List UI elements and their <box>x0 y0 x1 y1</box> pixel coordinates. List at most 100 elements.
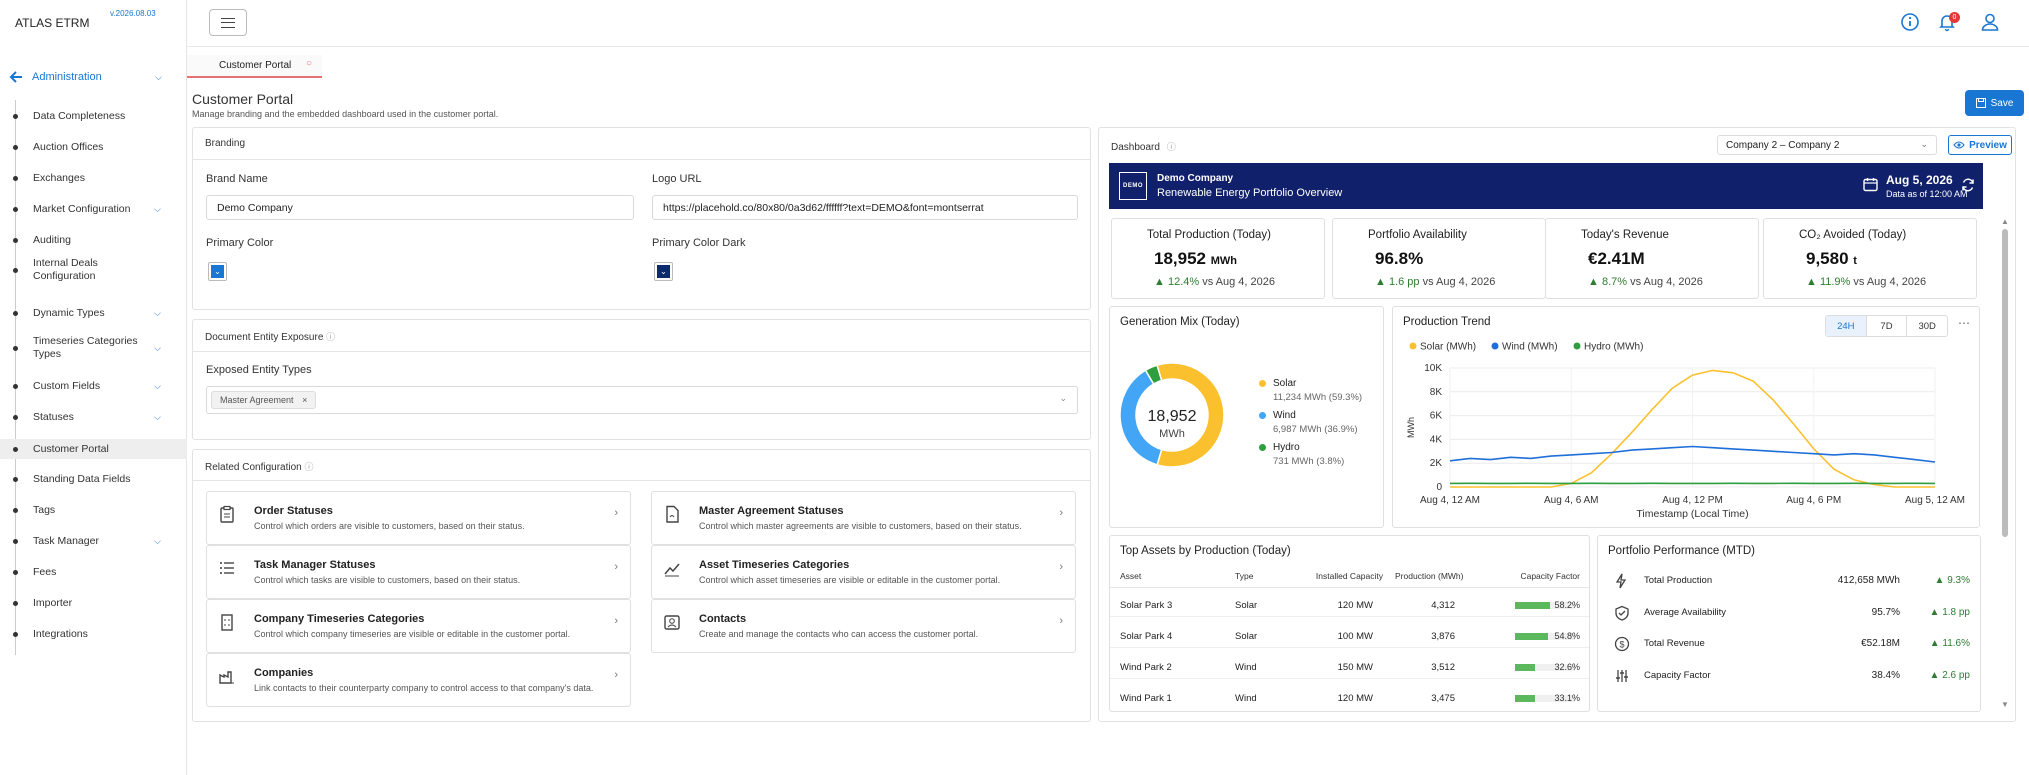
save-label: Save <box>1990 97 2014 109</box>
range-24h[interactable]: 24H <box>1826 316 1867 336</box>
save-button[interactable]: Save <box>1965 90 2024 116</box>
divider <box>193 159 1090 160</box>
related-link-company-timeseries-categories[interactable]: Company Timeseries Categories Control whi… <box>206 599 631 653</box>
primary-color-picker[interactable]: ⌄ <box>208 262 227 281</box>
info-icon[interactable]: ⓘ <box>304 462 314 472</box>
legend-detail: 6,987 MWh (36.9%) <box>1273 424 1358 435</box>
sidebar-item-customer-portal[interactable]: Customer Portal <box>0 439 187 459</box>
sidebar-item-exchanges[interactable]: Exchanges <box>0 168 187 188</box>
factory-icon <box>219 671 234 684</box>
remove-chip-icon[interactable]: × <box>302 395 308 405</box>
company-select[interactable]: Company 2 – Company 2 ⌄ <box>1717 135 1937 155</box>
sidebar-item-timeseries-categories-types[interactable]: Timeseries Categories Types ⌵ <box>0 332 187 364</box>
menu-toggle-button[interactable] <box>209 9 247 36</box>
sidebar-item-market-configuration[interactable]: Market Configuration ⌵ <box>0 199 187 219</box>
related-link-title: Asset Timeseries Categories <box>699 559 850 571</box>
preview-button[interactable]: Preview <box>1948 135 2012 155</box>
app-name: ATLAS ETRM <box>15 16 90 30</box>
clipboard-icon <box>220 505 234 523</box>
tab-customer-portal[interactable]: Customer Portal ○ <box>187 55 322 78</box>
close-tab-icon[interactable]: ○ <box>305 58 312 69</box>
info-icon[interactable]: ⓘ <box>1166 142 1176 152</box>
scroll-up-icon[interactable]: ▲ <box>2001 217 2009 226</box>
related-link-companies[interactable]: Companies Link contacts to their counterp… <box>206 653 631 707</box>
performance-change: ▲ 11.6% <box>1920 638 1970 649</box>
performance-change-value: 9.3% <box>1947 575 1970 586</box>
table-cell-cf: 54.8% <box>1554 631 1580 641</box>
sidebar-item-integrations[interactable]: Integrations <box>0 624 187 644</box>
performance-label: Total Revenue <box>1644 638 1705 649</box>
sidebar-section-administration[interactable]: Administration ⌵ <box>0 64 187 90</box>
related-link-contacts[interactable]: Contacts Create and manage the contacts w… <box>651 599 1076 653</box>
table-cell-type: Solar <box>1235 600 1258 611</box>
chevron-right-icon: › <box>1059 561 1063 573</box>
production-trend-title: Production Trend <box>1403 316 1491 328</box>
generation-mix-donut <box>1119 362 1225 468</box>
sidebar-item-standing-data-fields[interactable]: Standing Data Fields <box>0 469 187 489</box>
divider <box>1110 616 1589 617</box>
performance-label: Capacity Factor <box>1644 669 1711 681</box>
logo-url-input[interactable]: https://placehold.co/80x80/0a3d62/ffffff… <box>652 195 1078 220</box>
legend-dot <box>1259 444 1266 451</box>
x-tick-label: Aug 4, 12 PM <box>1662 495 1723 506</box>
sidebar-item-label: Auction Offices <box>33 140 104 153</box>
more-options-icon[interactable]: ⋯ <box>1958 316 1970 330</box>
scroll-thumb[interactable] <box>2002 229 2008 537</box>
hamburger-icon <box>221 17 235 28</box>
sidebar-item-fees[interactable]: Fees <box>0 562 187 582</box>
sidebar-item-data-completeness[interactable]: Data Completeness <box>0 106 187 126</box>
kpi-value: €2.41M <box>1588 249 1645 269</box>
legend-name: Hydro <box>1273 442 1300 453</box>
brand-name-input[interactable]: Demo Company <box>206 195 634 220</box>
related-link-title: Task Manager Statuses <box>254 559 376 571</box>
related-link-description: Control which tasks are visible to custo… <box>254 575 521 585</box>
related-link-master-agreement-statuses[interactable]: Master Agreement Statuses Control which m… <box>651 491 1076 545</box>
nav-bullet <box>13 414 18 420</box>
legend-name: Wind <box>1273 410 1296 421</box>
sidebar-item-statuses[interactable]: Statuses ⌵ <box>0 407 187 427</box>
sidebar-item-importer[interactable]: Importer <box>0 593 187 613</box>
primary-color-dark-picker[interactable]: ⌄ <box>654 262 673 281</box>
chevron-down-icon: ⌵ <box>155 71 162 82</box>
y-tick-label: 8K <box>1430 387 1443 398</box>
table-cell-asset: Wind Park 2 <box>1120 662 1172 673</box>
range-30d[interactable]: 30D <box>1918 320 1936 332</box>
related-configuration-header: Related Configuration ⓘ <box>205 460 314 473</box>
related-link-asset-timeseries-categories[interactable]: Asset Timeseries Categories Control which… <box>651 545 1076 599</box>
sidebar-item-label: Fees <box>33 565 57 578</box>
info-icon[interactable] <box>1900 12 1920 32</box>
chevron-down-icon: ⌄ <box>657 265 670 278</box>
kpi-title: Portfolio Availability <box>1368 229 1467 241</box>
exposed-entity-types-select[interactable]: ⌄ <box>206 386 1078 414</box>
related-link-task-manager-statuses[interactable]: Task Manager Statuses Control which tasks… <box>206 545 631 599</box>
sidebar-item-custom-fields[interactable]: Custom Fields ⌵ <box>0 376 187 396</box>
kpi-change-value: 12.4% <box>1167 276 1200 288</box>
sidebar-item-auction-offices[interactable]: Auction Offices <box>0 137 187 157</box>
dashboard-scrollbar[interactable]: ▲ ▼ <box>2001 217 2009 717</box>
table-cell-asset: Solar Park 3 <box>1120 600 1173 611</box>
sidebar-item-dynamic-types[interactable]: Dynamic Types ⌵ <box>0 303 187 323</box>
kpi-compare: vs Aug 4, 2026 <box>1422 276 1496 288</box>
sidebar-item-internal-deals-configuration[interactable]: Internal Deals Configuration <box>0 254 187 286</box>
sidebar-item-tags[interactable]: Tags <box>0 500 187 520</box>
performance-change-value: 11.6% <box>1942 638 1970 649</box>
range-7d[interactable]: 7D <box>1867 316 1908 336</box>
scroll-down-icon[interactable]: ▼ <box>2001 700 2009 709</box>
related-link-title: Companies <box>254 667 314 679</box>
legend-label: Wind (MWh) <box>1502 342 1558 353</box>
refresh-icon[interactable] <box>1961 178 1975 192</box>
related-link-description: Control which company timeseries are vis… <box>254 629 571 639</box>
contact-icon <box>664 615 680 630</box>
sidebar-item-auditing[interactable]: Auditing <box>0 230 187 250</box>
table-cell-type: Wind <box>1235 693 1257 704</box>
user-icon[interactable] <box>1980 12 2000 32</box>
top-assets-panel: Top Assets by Production (Today) <box>1109 535 1590 712</box>
related-link-order-statuses[interactable]: Order Statuses Control which orders are v… <box>206 491 631 545</box>
exposed-entity-types-label: Exposed Entity Types <box>206 364 312 376</box>
info-icon[interactable]: ⓘ <box>326 332 336 342</box>
sidebar-item-task-manager[interactable]: Task Manager ⌵ <box>0 531 187 551</box>
capacity-bar-fill <box>1515 602 1550 609</box>
nav-bullet <box>13 206 18 212</box>
nav-bullet <box>13 631 18 637</box>
tab-label: Customer Portal <box>219 60 292 71</box>
